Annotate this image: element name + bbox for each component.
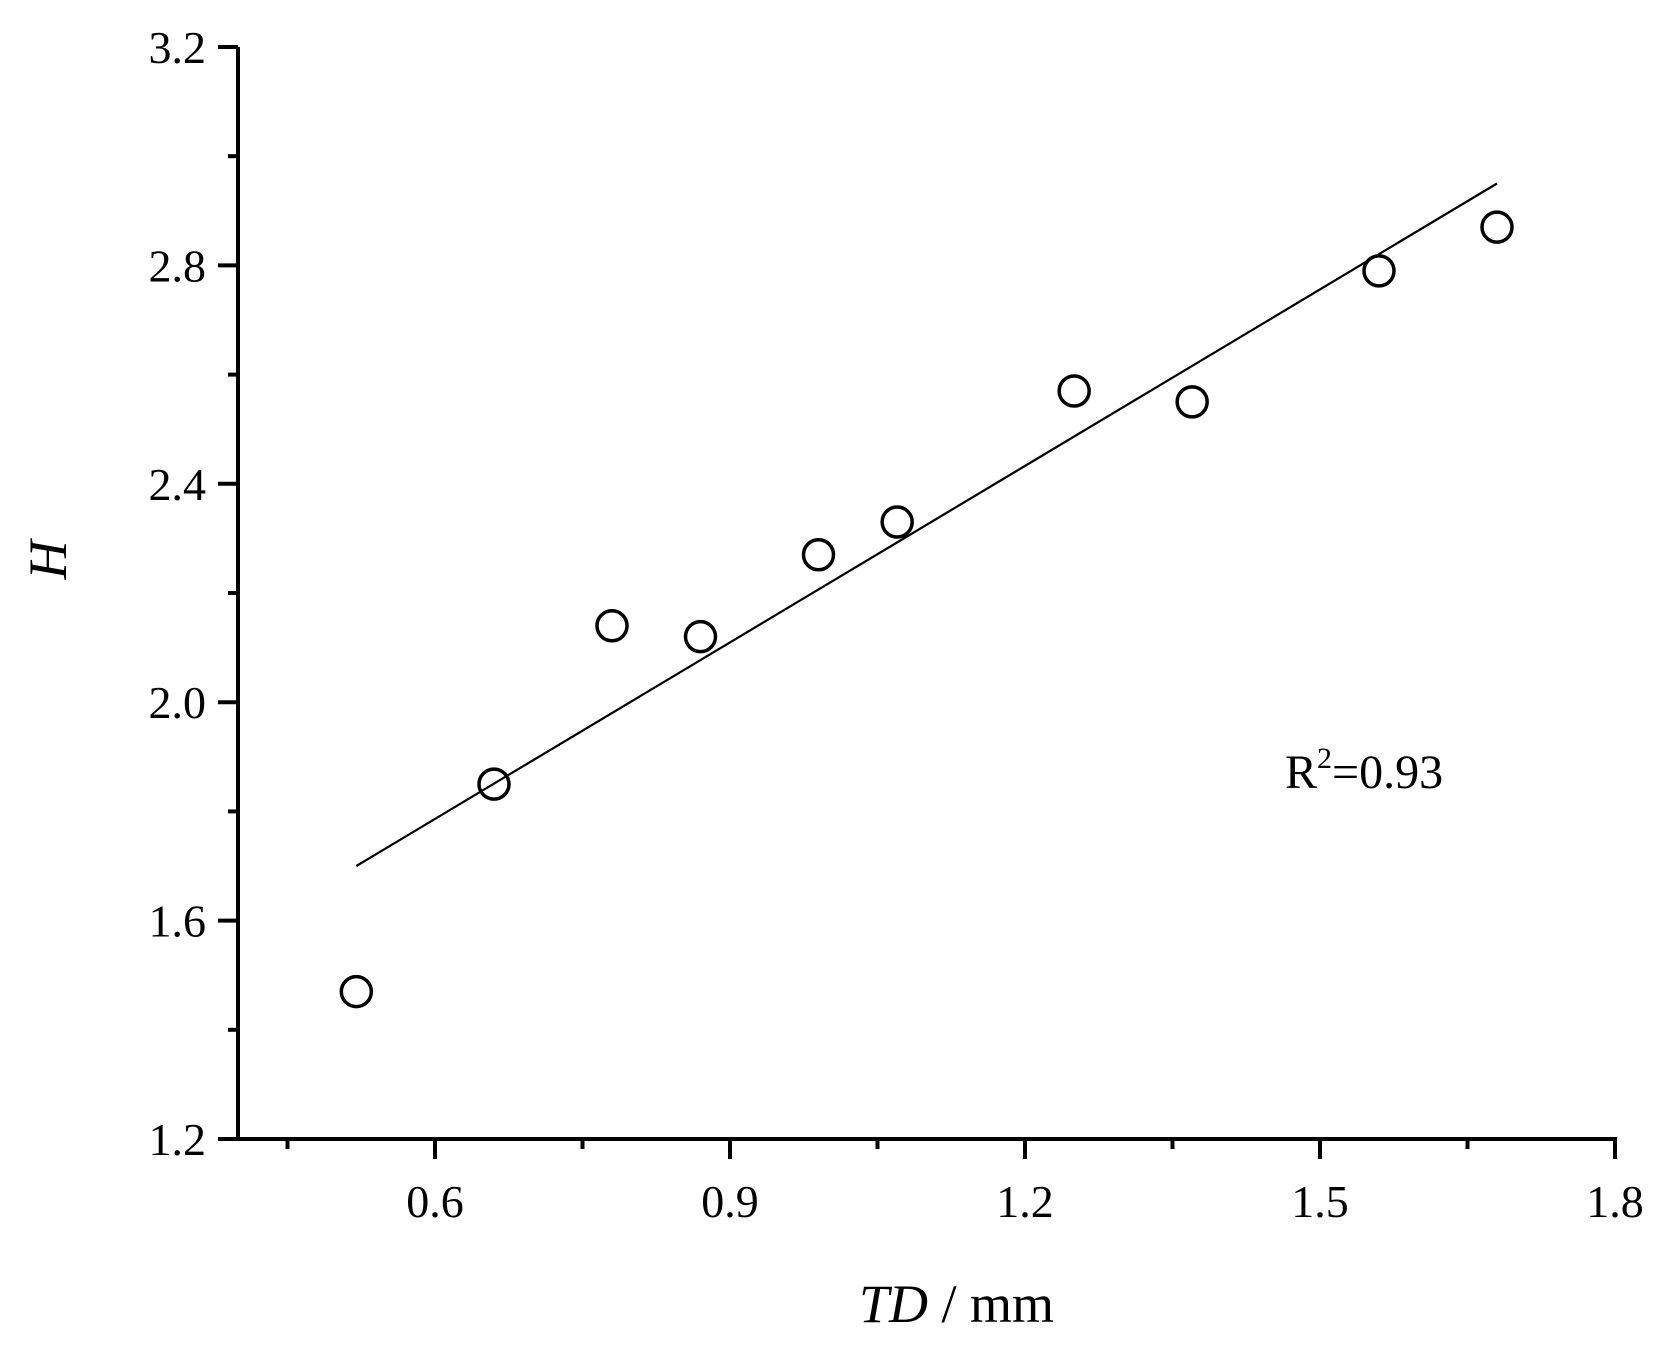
data-point-marker bbox=[1362, 254, 1396, 288]
data-point-marker bbox=[1057, 374, 1091, 408]
data-point-marker bbox=[1175, 385, 1209, 419]
x-tick-label: 1.2 bbox=[996, 1176, 1054, 1227]
data-point-marker bbox=[595, 609, 629, 643]
x-tick-label: 0.6 bbox=[406, 1176, 464, 1227]
y-tick-label: 1.2 bbox=[149, 1114, 207, 1165]
data-point-marker bbox=[477, 767, 511, 801]
data-point-marker bbox=[683, 619, 718, 654]
r-squared-annotation: R2=0.93 bbox=[1285, 742, 1443, 799]
axes: 1.2 1.6 2.0 2.4 2.8 3.2 0.6 0.9 1.2 1.5 1.8 bbox=[149, 22, 1644, 1227]
data-point-marker bbox=[880, 505, 914, 539]
x-tick-label: 1.5 bbox=[1291, 1176, 1349, 1227]
y-tick-label: 2.8 bbox=[149, 240, 207, 291]
y-axis-title: H bbox=[18, 538, 78, 581]
y-tick-label: 2.4 bbox=[149, 459, 207, 510]
y-tick-label: 2.0 bbox=[149, 677, 207, 728]
data-points bbox=[339, 210, 1514, 1009]
y-tick-label: 1.6 bbox=[149, 896, 207, 947]
x-tick-label: 1.8 bbox=[1586, 1176, 1644, 1227]
data-point-marker bbox=[1480, 210, 1514, 244]
regression-line bbox=[355, 182, 1498, 867]
x-tick-label: 0.9 bbox=[701, 1176, 759, 1227]
fit-line bbox=[355, 182, 1498, 867]
data-point-marker bbox=[339, 974, 374, 1009]
y-tick-label: 3.2 bbox=[149, 22, 207, 73]
data-point-marker bbox=[801, 538, 836, 572]
x-axis-title: TD / mm bbox=[859, 1274, 1054, 1334]
